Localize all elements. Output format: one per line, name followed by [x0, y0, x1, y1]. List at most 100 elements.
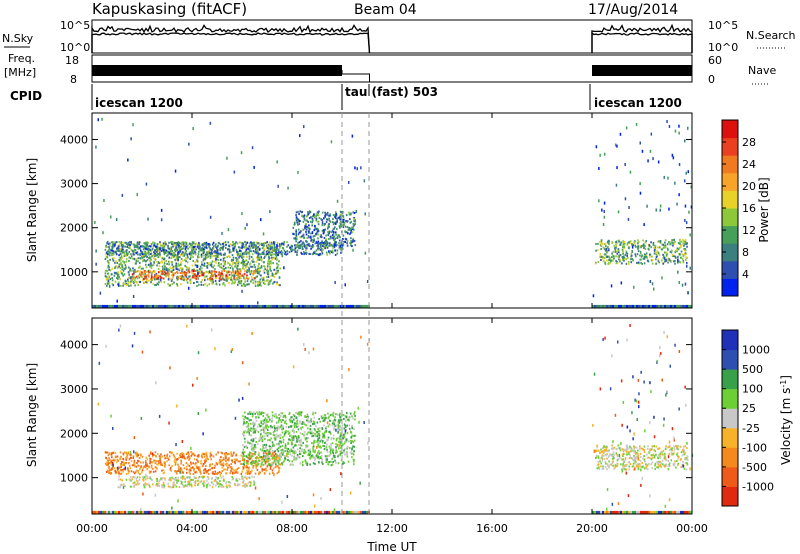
range-cell	[159, 269, 162, 272]
range-cell	[261, 468, 264, 471]
range-cell	[281, 463, 284, 466]
range-cell	[308, 224, 310, 227]
range-cell	[267, 439, 269, 442]
range-cell	[231, 274, 234, 277]
range-cell	[667, 176, 669, 180]
range-cell	[252, 431, 255, 434]
range-cell	[247, 278, 249, 280]
range-cell	[133, 243, 135, 246]
range-cell	[676, 255, 679, 258]
range-cell	[653, 250, 656, 253]
range-cell	[309, 448, 311, 451]
range-cell	[171, 282, 174, 285]
range-cell	[278, 250, 280, 253]
range-cell	[243, 451, 246, 454]
range-cell	[266, 429, 269, 432]
range-cell	[268, 417, 270, 420]
range-cell	[174, 463, 177, 466]
range-cell	[128, 271, 130, 274]
range-cell	[223, 478, 225, 481]
range-cell	[251, 146, 254, 150]
range-cell	[238, 483, 241, 486]
range-cell	[344, 424, 347, 427]
range-cell	[297, 245, 299, 248]
range-cell	[189, 282, 192, 284]
range-cell	[676, 202, 678, 206]
range-cell	[342, 214, 344, 217]
range-cell	[244, 260, 247, 262]
range-cell	[338, 447, 340, 450]
range-cell	[662, 257, 665, 260]
range-cell	[223, 278, 226, 281]
range-cell	[226, 256, 228, 259]
range-cell	[159, 456, 162, 459]
range-cell	[133, 246, 136, 249]
range-cell	[321, 441, 324, 444]
range-cell	[186, 476, 188, 479]
range-cell	[242, 481, 244, 484]
range-cell	[254, 429, 256, 432]
range-cell	[161, 257, 164, 260]
range-cell	[310, 247, 312, 250]
range-cell	[256, 429, 258, 432]
range-cell	[318, 433, 320, 436]
range-cell	[139, 265, 141, 268]
range-cell	[261, 458, 263, 461]
range-cell	[214, 470, 217, 473]
range-cell	[278, 442, 280, 445]
range-cell	[121, 272, 124, 274]
ground-cell	[192, 304, 194, 308]
range-cell	[314, 250, 316, 253]
range-cell	[663, 256, 666, 260]
range-cell	[108, 252, 110, 255]
colorbar-segment	[722, 208, 738, 227]
range-cell	[136, 469, 138, 472]
range-cell	[675, 249, 678, 252]
range-cell	[296, 437, 298, 440]
range-cell	[297, 455, 299, 458]
range-cell	[238, 260, 240, 263]
range-cell	[236, 261, 238, 264]
range-cell	[106, 270, 108, 273]
range-cell	[183, 457, 186, 460]
range-cell	[268, 263, 270, 265]
range-cell	[176, 481, 178, 484]
range-cell	[210, 458, 212, 461]
range-cell	[212, 281, 214, 284]
range-cell	[248, 248, 250, 251]
range-cell	[234, 265, 236, 268]
range-cell	[173, 281, 175, 284]
range-cell	[266, 279, 268, 282]
range-cell	[263, 421, 265, 424]
range-cell	[277, 425, 279, 428]
range-cell	[157, 276, 160, 279]
range-cell	[288, 431, 291, 434]
range-cell	[168, 273, 170, 276]
range-cell	[240, 275, 242, 278]
range-cell	[222, 485, 225, 488]
range-cell	[238, 246, 241, 249]
range-cell	[260, 266, 263, 269]
range-cell	[247, 457, 250, 460]
range-cell	[346, 446, 349, 449]
range-cell	[253, 270, 255, 272]
range-cell	[210, 477, 213, 480]
range-cell	[258, 269, 260, 272]
range-cell	[252, 279, 255, 282]
range-cell	[312, 219, 314, 222]
range-cell	[284, 414, 286, 417]
range-cell	[318, 217, 321, 219]
range-cell	[188, 252, 191, 255]
range-cell	[125, 255, 127, 257]
range-cell	[193, 481, 196, 484]
range-cell	[188, 453, 190, 456]
range-cell	[207, 482, 210, 485]
range-cell	[196, 265, 198, 268]
range-cell	[168, 247, 170, 250]
range-cell	[168, 451, 171, 454]
range-cell	[317, 453, 320, 456]
range-cell	[629, 258, 632, 261]
range-cell	[271, 458, 273, 460]
range-cell	[181, 253, 184, 256]
range-cell	[211, 467, 214, 470]
